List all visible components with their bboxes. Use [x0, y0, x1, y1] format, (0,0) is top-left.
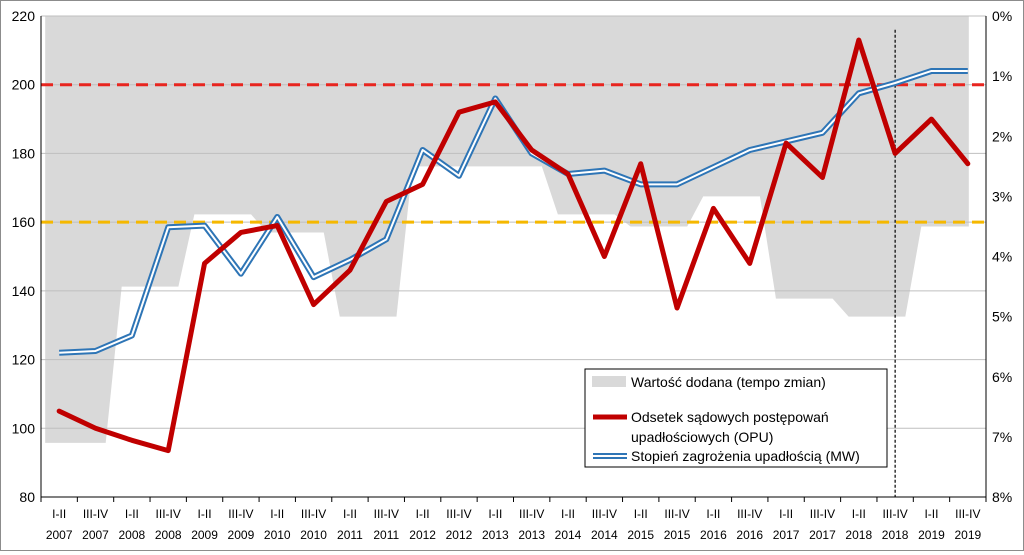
x-tick-label-year: 2015 [664, 528, 691, 542]
y-left-tick-label: 180 [12, 145, 36, 161]
x-tick-label-year: 2011 [337, 528, 363, 542]
x-tick-label-half: III-IV [592, 507, 617, 521]
x-tick-label-year: 2016 [736, 528, 763, 542]
y-left-tick-label: 140 [12, 283, 36, 299]
x-tick-label-year: 2011 [373, 528, 399, 542]
x-tick-label-half: I-II [343, 507, 357, 521]
y-right-tick-label: 6% [992, 369, 1012, 385]
area-layer [45, 16, 969, 443]
x-tick-labels: I-II 2007 III-IV 2007 I-II 2008 III-IV 2008 I-II… [46, 507, 982, 542]
y-right-tick-label: 8% [992, 489, 1012, 505]
y-right-tick-label: 7% [992, 429, 1012, 445]
x-tick-label-half: I-II [561, 507, 575, 521]
x-tick-label-half: III-IV [810, 507, 835, 521]
x-tick-label-year: 2017 [773, 528, 800, 542]
x-tick-label-year: 2019 [954, 528, 981, 542]
x-tick-label-year: 2016 [700, 528, 727, 542]
x-tick-label-year: 2013 [482, 528, 509, 542]
x-tick-label-half: I-II [924, 507, 938, 521]
x-tick-label-year: 2014 [555, 528, 582, 542]
x-tick-label-half: I-II [52, 507, 66, 521]
x-tick-label-year: 2018 [882, 528, 909, 542]
x-tick-label-year: 2014 [591, 528, 618, 542]
y-left-tick-label: 160 [12, 214, 36, 230]
axes [40, 16, 987, 502]
x-tick-label-half: III-IV [83, 507, 108, 521]
y-right-tick-label: 0% [992, 8, 1012, 24]
legend-entry-label: Wartość dodana (tempo zmian) [631, 374, 826, 390]
x-tick-label-year: 2015 [627, 528, 654, 542]
x-tick-label-half: I-II [706, 507, 720, 521]
x-tick-label-year: 2009 [228, 528, 255, 542]
x-tick-label-half: I-II [852, 507, 866, 521]
x-tick-label-year: 2010 [264, 528, 291, 542]
x-tick-label-half: III-IV [156, 507, 181, 521]
y-left-tick-label: 220 [12, 8, 36, 24]
area-value-added [45, 16, 969, 443]
legend: Wartość dodana (tempo zmian) Odsetek sądo… [584, 368, 888, 468]
legend-swatch-area [592, 376, 626, 387]
y-left-tick-label: 120 [12, 352, 36, 368]
opu-series [56, 37, 971, 454]
x-tick-label-half: I-II [634, 507, 648, 521]
x-tick-label-half: I-II [270, 507, 284, 521]
x-tick-label-half: III-IV [882, 507, 907, 521]
x-tick-label-half: III-IV [955, 507, 980, 521]
opu-line [56, 37, 971, 454]
x-tick-label-year: 2019 [918, 528, 945, 542]
y-left-tick-label: 200 [12, 77, 36, 93]
x-tick-label-half: I-II [125, 507, 139, 521]
x-tick-label-year: 2012 [446, 528, 473, 542]
x-tick-label-half: III-IV [664, 507, 689, 521]
x-tick-label-year: 2007 [82, 528, 109, 542]
x-tick-label-half: I-II [416, 507, 430, 521]
y-left-tick-label: 80 [19, 489, 35, 505]
x-tick-label-year: 2010 [300, 528, 327, 542]
x-tick-label-year: 2007 [46, 528, 73, 542]
x-tick-label-year: 2012 [409, 528, 436, 542]
x-tick-label-year: 2008 [155, 528, 182, 542]
x-tick-label-year: 2009 [191, 528, 218, 542]
legend-entry-label: upadłościowych (OPU) [631, 429, 773, 445]
y-right-tick-label: 3% [992, 188, 1012, 204]
x-tick-label-half: III-IV [301, 507, 326, 521]
x-tick-label-half: III-IV [519, 507, 544, 521]
y-right-tick-label: 1% [992, 68, 1012, 84]
x-tick-label-half: III-IV [446, 507, 471, 521]
x-tick-label-half: I-II [198, 507, 212, 521]
y-right-tick-label: 2% [992, 128, 1012, 144]
y-right-tick-label: 4% [992, 249, 1012, 265]
x-tick-label-half: I-II [488, 507, 502, 521]
legend-box [584, 368, 888, 468]
y-right-tick-label: 5% [992, 309, 1012, 325]
x-tick-label-half: III-IV [374, 507, 399, 521]
y-left-tick-label: 100 [12, 420, 36, 436]
x-tick-label-year: 2017 [809, 528, 836, 542]
reference-lines [41, 83, 986, 224]
y-left-tick-labels: 80 100 120 140 160 180 200 220 [12, 8, 36, 505]
x-tick-label-half: III-IV [737, 507, 762, 521]
legend-entry-label: Odsetek sądowych postępowań [631, 409, 829, 425]
x-tick-label-half: I-II [779, 507, 793, 521]
legend-entry-label: Stopień zagrożenia upadłością (MW) [631, 448, 860, 464]
x-tick-label-year: 2013 [518, 528, 545, 542]
x-tick-label-year: 2008 [119, 528, 146, 542]
x-tick-label-half: III-IV [228, 507, 253, 521]
y-right-tick-labels: 0% 1% 2% 3% 4% 5% 6% 7% 8% [992, 8, 1012, 505]
x-tick-label-year: 2018 [845, 528, 872, 542]
